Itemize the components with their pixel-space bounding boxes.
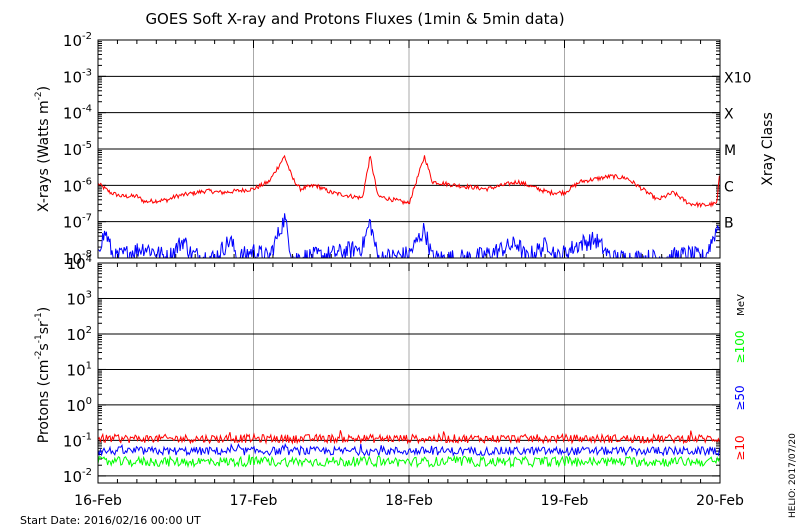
- x-tick-label: 19-Feb: [541, 493, 589, 509]
- energy-label-10: ≥10: [733, 435, 747, 460]
- energy-label-100: ≥100: [733, 331, 747, 364]
- xray-frame: [97, 39, 721, 259]
- xray-series-short: [98, 213, 720, 258]
- y-tick-label: 10-7: [63, 213, 92, 232]
- proton-series-p50: [98, 442, 720, 458]
- credit-label: HELIO: 2017/07/20: [788, 433, 798, 518]
- x-tick-label: 20-Feb: [696, 493, 744, 509]
- x-tick-label: 18-Feb: [385, 493, 433, 509]
- xray-class-label: X10: [724, 70, 751, 86]
- proton-panel: 104 103 102 101 100 10-1 10-2 16-Feb 17-Feb 18-Fe…: [34, 254, 747, 509]
- y-tick-label: 10-2: [63, 31, 92, 50]
- xray-class-label: C: [724, 179, 734, 195]
- y-tick-label: 104: [67, 254, 92, 273]
- start-date-label: Start Date: 2016/02/16 00:00 UT: [20, 514, 201, 527]
- xray-panel: 10-2 10-3 10-4 10-5 10-6 10-7 10-8 X10 X M C B Xray …: [34, 31, 776, 268]
- xray-series-long: [98, 154, 720, 209]
- xray-class-label: B: [724, 216, 734, 232]
- y-tick-label: 10-4: [63, 104, 92, 123]
- y-tick-label: 10-3: [63, 67, 92, 86]
- y-tick-label: 10-8: [63, 249, 92, 268]
- y-tick-label: 10-1: [63, 431, 92, 450]
- xray-class-label: M: [724, 143, 736, 159]
- proton-series-p10: [98, 430, 720, 445]
- energy-unit-label: MeV: [736, 294, 747, 316]
- xray-ylabel: X-rays (Watts m-2): [34, 86, 52, 212]
- proton-frame: [97, 262, 721, 484]
- y-tick-label: 100: [67, 396, 92, 415]
- y-tick-label: 10-5: [63, 140, 92, 159]
- energy-label-50: ≥50: [733, 385, 747, 410]
- proton-series-p100: [98, 454, 720, 469]
- y-tick-label: 10-2: [63, 467, 92, 486]
- y-tick-label: 103: [67, 289, 92, 308]
- xray-class-label: X: [724, 107, 734, 123]
- proton-ylabel: Protons (cm-2s-1sr-1): [34, 307, 52, 443]
- x-tick-label: 17-Feb: [230, 493, 278, 509]
- y-tick-label: 10-6: [63, 176, 92, 195]
- x-tick-label: 16-Feb: [74, 493, 122, 509]
- chart-title: GOES Soft X-ray and Protons Fluxes (1min…: [145, 10, 564, 28]
- y-tick-label: 102: [67, 325, 92, 344]
- y-tick-label: 101: [67, 360, 92, 379]
- xray-class-axis-title: Xray Class: [760, 112, 776, 186]
